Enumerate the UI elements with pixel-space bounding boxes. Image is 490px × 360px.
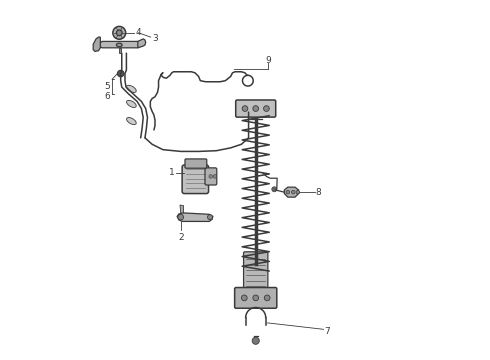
FancyBboxPatch shape xyxy=(244,252,268,291)
FancyBboxPatch shape xyxy=(182,165,209,194)
Text: 7: 7 xyxy=(324,327,330,336)
Circle shape xyxy=(296,190,300,194)
FancyBboxPatch shape xyxy=(235,288,277,308)
Ellipse shape xyxy=(126,117,136,125)
Text: 6: 6 xyxy=(104,91,110,100)
Circle shape xyxy=(286,190,290,194)
Text: 2: 2 xyxy=(178,233,184,242)
Polygon shape xyxy=(119,48,121,53)
Circle shape xyxy=(207,215,213,220)
Circle shape xyxy=(117,30,122,36)
Circle shape xyxy=(264,295,270,301)
Circle shape xyxy=(242,106,248,111)
Text: 8: 8 xyxy=(316,188,321,197)
Polygon shape xyxy=(98,41,140,48)
Text: 3: 3 xyxy=(152,34,158,43)
Circle shape xyxy=(253,106,259,111)
Circle shape xyxy=(209,175,213,178)
Ellipse shape xyxy=(126,100,136,107)
Text: 9: 9 xyxy=(266,56,271,65)
Circle shape xyxy=(264,106,270,111)
Circle shape xyxy=(118,70,124,77)
Polygon shape xyxy=(177,213,213,221)
Polygon shape xyxy=(93,37,100,51)
FancyBboxPatch shape xyxy=(185,159,207,168)
Text: 1: 1 xyxy=(169,168,174,177)
Circle shape xyxy=(292,190,295,194)
Circle shape xyxy=(252,337,259,344)
Text: 4: 4 xyxy=(135,28,141,37)
Circle shape xyxy=(253,295,259,301)
Circle shape xyxy=(213,175,217,178)
Ellipse shape xyxy=(117,43,122,47)
Polygon shape xyxy=(138,39,146,48)
FancyBboxPatch shape xyxy=(205,168,217,185)
Circle shape xyxy=(178,214,184,220)
Circle shape xyxy=(242,295,247,301)
Text: 5: 5 xyxy=(104,82,110,91)
Polygon shape xyxy=(180,205,184,213)
Ellipse shape xyxy=(126,85,136,93)
FancyBboxPatch shape xyxy=(236,100,276,117)
Circle shape xyxy=(113,26,126,39)
Polygon shape xyxy=(284,187,298,197)
Circle shape xyxy=(272,187,277,192)
